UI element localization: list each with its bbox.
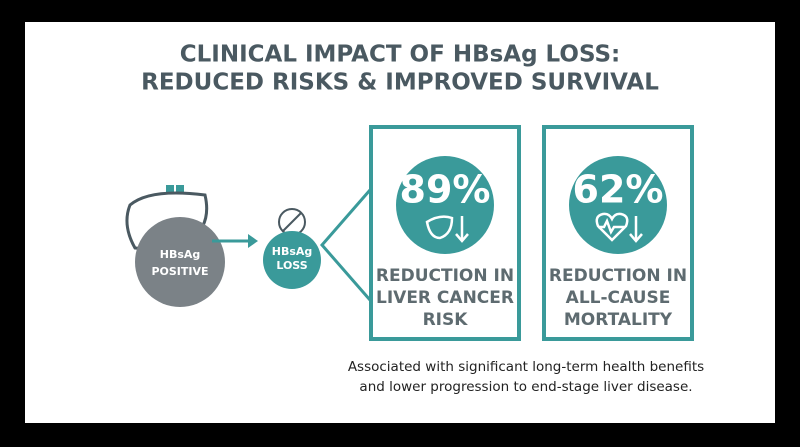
heart-icon [595, 212, 643, 243]
footer-text: Associated with significant long-term he… [348, 359, 704, 375]
node-label: HBsAg [160, 248, 201, 261]
virus-icon [282, 212, 302, 232]
node-label: HBsAg [272, 245, 313, 258]
connector [320, 189, 372, 301]
stat-label: ALL-CAUSE [566, 288, 671, 308]
stat-label: MORTALITY [564, 310, 673, 330]
footer-text: and lower progression to end-stage liver… [359, 379, 692, 395]
stat-label: RISK [423, 310, 469, 330]
title: CLINICAL IMPACT OF HBsAg LOSS: [180, 42, 621, 68]
node-circle [263, 231, 321, 289]
stat-label: REDUCTION IN [376, 266, 514, 286]
stat-value: 89% [400, 168, 491, 212]
node-circle [135, 217, 225, 307]
down-icon [425, 215, 469, 243]
stat-box [369, 125, 521, 341]
stat-box [542, 125, 694, 341]
arrow [212, 234, 258, 248]
title: REDUCED RISKS & IMPROVED SURVIVAL [141, 70, 659, 96]
stat-label: LIVER CANCER [376, 288, 514, 308]
node-label: LOSS [276, 259, 307, 272]
stat-value: 62% [573, 168, 664, 212]
node-label: POSITIVE [151, 265, 208, 278]
stat-label: REDUCTION IN [549, 266, 687, 286]
stat-circle [396, 156, 494, 254]
stat-circle [569, 156, 667, 254]
